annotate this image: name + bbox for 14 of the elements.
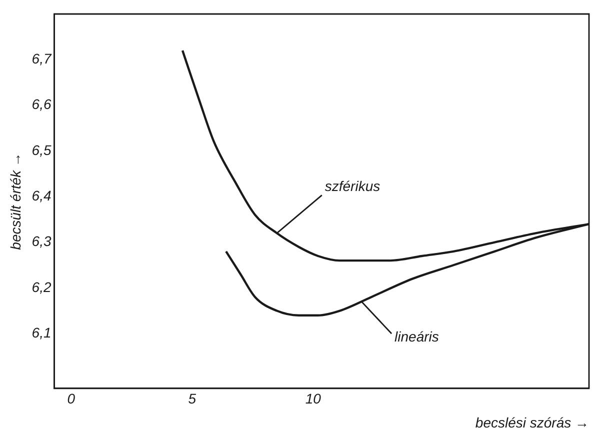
x-axis-title: becslési szórás → [475,414,589,430]
y-tick-label: 6,3 [32,233,52,250]
annotation: szférikus [324,178,380,194]
annotation: lineáris [394,328,439,345]
y-tick-label: 6,1 [32,324,52,340]
y-tick-label: 6,7 [32,50,52,67]
y-tick-label: 6,2 [32,278,52,295]
y-tick-label: 6,4 [32,188,52,204]
y-axis-title: becsült érték → [7,152,24,250]
y-tick-label: 6,6 [32,96,52,112]
x-tick-label: 0 [67,390,76,407]
y-tick-label: 6,5 [32,142,52,158]
x-tick-label: 10 [305,390,322,407]
x-tick-label: 5 [188,390,196,407]
